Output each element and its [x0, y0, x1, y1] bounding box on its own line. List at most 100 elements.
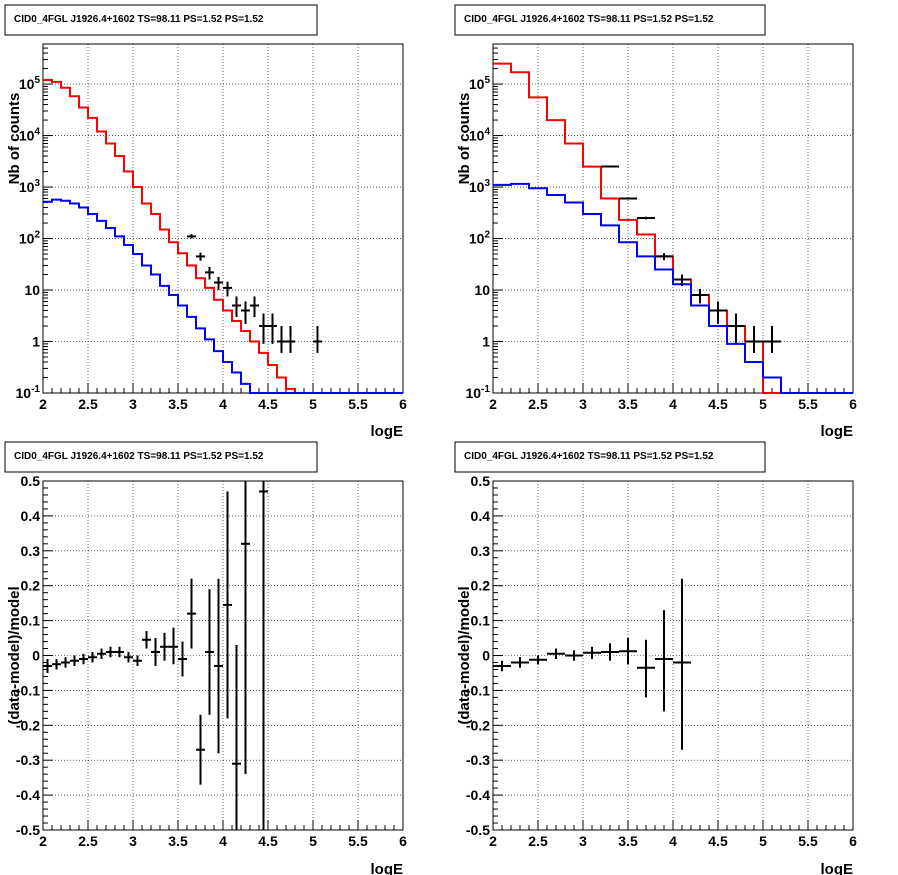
y-axis [43, 480, 53, 831]
y-tick-label: -0.3 [16, 752, 40, 768]
data-point [52, 658, 61, 670]
x-tick-label: 2.5 [78, 833, 98, 849]
x-tick-label: 3 [129, 396, 137, 412]
data-point [268, 313, 277, 344]
x-tick-label: 5 [309, 396, 317, 412]
data-point [223, 281, 232, 297]
x-tick-label: 2.5 [528, 396, 548, 412]
y-tick-label: -0.2 [466, 717, 490, 733]
chart-1: CID0_4FGL J1926.4+1602 TS=98.11 PS=1.52 … [4, 4, 407, 440]
data-point [277, 326, 286, 353]
data-point [763, 326, 781, 353]
x-axis-label: logE [821, 423, 854, 440]
y-tick-label: 0.2 [21, 578, 41, 594]
data-point [196, 252, 205, 261]
y-tick-label: 0.3 [471, 543, 491, 559]
x-tick-label: 5 [759, 833, 767, 849]
x-tick-label: 4.5 [708, 833, 728, 849]
data-point [205, 589, 214, 715]
y-tick-label: 102 [469, 230, 491, 247]
x-tick-label: 2 [489, 833, 497, 849]
data-point [43, 658, 52, 673]
data-point [565, 650, 583, 661]
y-axis [493, 43, 503, 394]
x-tick-label: 3 [129, 833, 137, 849]
x-tick-label: 5.5 [348, 833, 368, 849]
chart-4: CID0_4FGL J1926.4+1602 TS=98.11 PS=1.52 … [454, 441, 857, 875]
y-tick-label: 1 [482, 334, 490, 350]
y-tick-label: 0.5 [21, 473, 41, 489]
data-point [601, 165, 619, 168]
x-tick-label: 3.5 [618, 396, 638, 412]
histogram-series-2 [43, 198, 403, 394]
x-tick-label: 6 [849, 833, 857, 849]
data-point [655, 253, 673, 261]
data-point [241, 301, 250, 324]
data-point [286, 326, 295, 353]
x-axis-label: logE [371, 861, 404, 875]
errorbar-series [43, 481, 268, 830]
data-point [313, 326, 322, 353]
title-box [454, 441, 766, 473]
x-axis [492, 383, 854, 393]
x-tick-label: 4 [669, 396, 677, 412]
x-tick-label: 2.5 [528, 833, 548, 849]
errorbar-series [601, 165, 781, 353]
x-tick-label: 3.5 [168, 833, 188, 849]
data-point [142, 631, 151, 649]
x-tick-label: 2.5 [78, 396, 98, 412]
chart-3: CID0_4FGL J1926.4+1602 TS=98.11 PS=1.52 … [4, 441, 407, 875]
grid [43, 481, 403, 830]
x-tick-label: 4.5 [258, 396, 278, 412]
y-tick-label: 10 [24, 282, 40, 298]
y-tick-label: 0.2 [471, 578, 491, 594]
x-tick-label: 6 [399, 396, 407, 412]
x-tick-label: 6 [849, 396, 857, 412]
data-point [61, 657, 70, 668]
histogram-series-2 [493, 182, 853, 394]
data-point [691, 288, 709, 304]
data-point [97, 648, 106, 659]
chart-title: CID0_4FGL J1926.4+1602 TS=98.11 PS=1.52 … [14, 14, 264, 25]
data-point [232, 645, 241, 830]
data-point [79, 653, 88, 665]
x-axis-label: logE [371, 423, 404, 440]
y-tick-label: 102 [19, 230, 41, 247]
chart-2: CID0_4FGL J1926.4+1602 TS=98.11 PS=1.52 … [454, 4, 857, 440]
y-tick-label: 0.5 [471, 473, 491, 489]
chart-title: CID0_4FGL J1926.4+1602 TS=98.11 PS=1.52 … [464, 451, 714, 462]
grid [493, 481, 853, 830]
y-tick-label: 105 [19, 75, 41, 92]
errorbar-series [493, 578, 691, 750]
x-tick-label: 4 [219, 396, 227, 412]
y-tick-label: 0.4 [21, 508, 41, 524]
data-point [232, 296, 241, 317]
y-axis-label: Nb of counts [6, 93, 23, 185]
title-box [454, 4, 766, 36]
data-point [151, 638, 160, 666]
chart-title: CID0_4FGL J1926.4+1602 TS=98.11 PS=1.52 … [464, 14, 714, 25]
x-tick-label: 2 [39, 396, 47, 412]
data-point [214, 276, 223, 291]
y-tick-label: 0 [482, 648, 490, 664]
x-axis [492, 820, 854, 830]
y-tick-label: 104 [19, 127, 41, 144]
x-axis-label: logE [821, 861, 854, 875]
y-tick-label: -0.1 [16, 682, 40, 698]
x-tick-label: 3 [579, 833, 587, 849]
y-tick-label: 105 [469, 75, 491, 92]
x-tick-label: 5.5 [798, 833, 818, 849]
y-tick-label: 1 [32, 334, 40, 350]
y-tick-label: -0.2 [16, 717, 40, 733]
data-point [205, 266, 214, 280]
y-tick-label: 10 [474, 282, 490, 298]
title-box [4, 4, 318, 36]
data-point [259, 481, 268, 830]
data-point [583, 646, 601, 659]
x-tick-label: 6 [399, 833, 407, 849]
x-tick-label: 2 [39, 833, 47, 849]
data-point [133, 655, 142, 666]
data-point [727, 313, 745, 344]
data-point [169, 627, 178, 665]
x-tick-label: 5 [759, 396, 767, 412]
